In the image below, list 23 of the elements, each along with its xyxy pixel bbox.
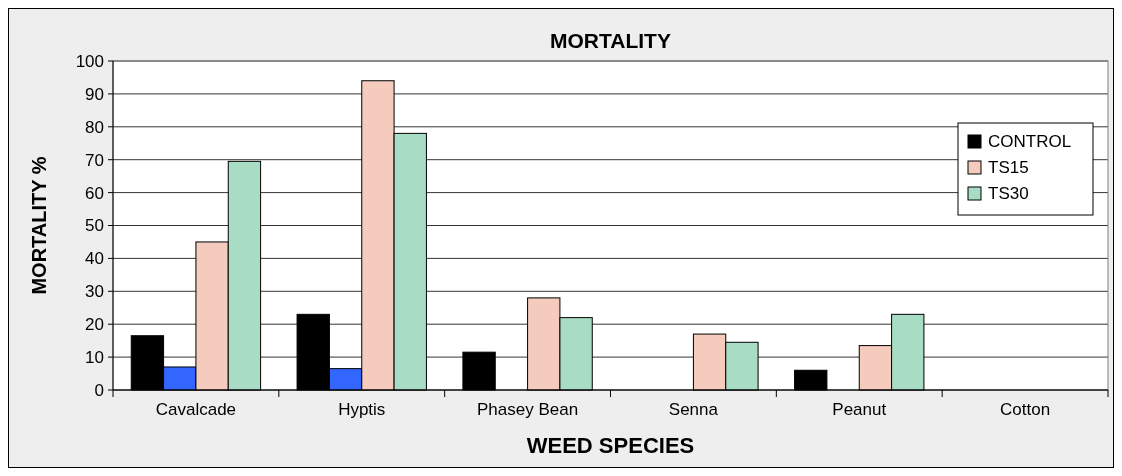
legend-label: TS15 [988,158,1029,178]
y-tick-label: 100 [75,51,104,71]
x-tick-label: Cavalcade [155,400,237,419]
y-tick-label: 40 [85,249,104,269]
x-axis-title: WEED SPECIES [526,433,695,458]
legend-label: CONTROL [988,132,1072,152]
y-tick-label: 10 [85,348,104,368]
y-tick-label: 0 [94,380,104,400]
y-tick-label: 50 [85,216,104,236]
y-tick-label: 30 [85,282,104,302]
x-tick-label: Peanut [832,400,887,419]
y-tick-label: 60 [85,183,104,203]
y-tick-label: 20 [85,315,104,335]
x-tick-label: Senna [668,400,719,419]
y-axis-title: MORTALITY % [28,156,50,295]
x-tick-label: Hyptis [338,400,386,419]
chart-title: MORTALITY [550,29,671,52]
y-tick-label: 70 [85,150,104,170]
y-tick-label: 80 [85,117,104,137]
x-tick-label: Phasey Bean [477,400,579,419]
legend-label: TS30 [988,184,1029,204]
y-tick-label: 90 [85,84,104,104]
x-tick-label: Cotton [1000,400,1051,419]
